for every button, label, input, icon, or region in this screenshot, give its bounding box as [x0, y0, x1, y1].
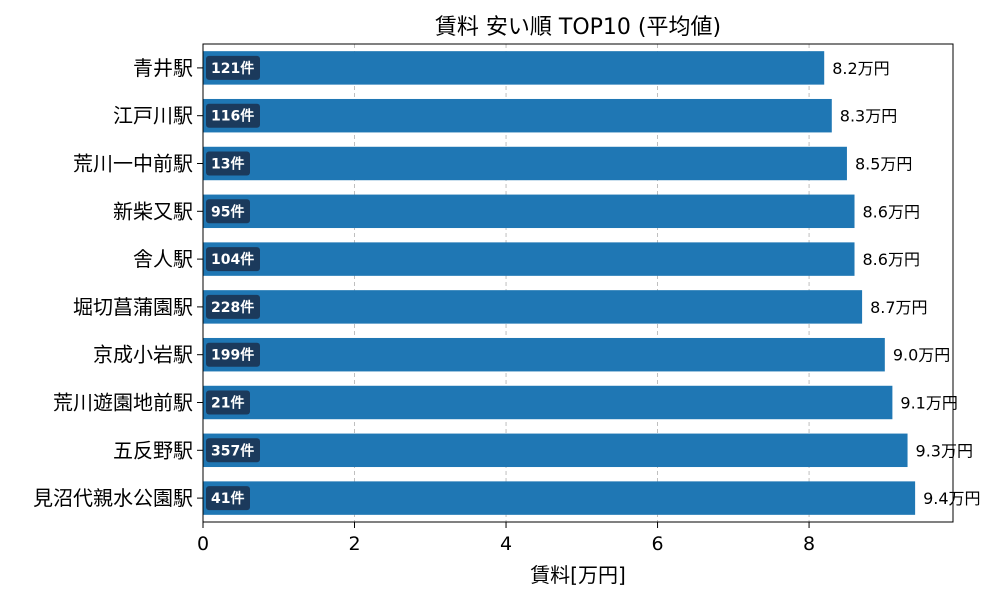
value-label: 9.0万円: [893, 346, 950, 365]
x-tick-label: 2: [348, 533, 360, 555]
category-label: 京成小岩駅: [93, 343, 193, 367]
value-label: 8.3万円: [840, 107, 897, 126]
bar: [203, 146, 847, 181]
x-axis-label: 賃料[万円]: [530, 563, 626, 587]
bar: [203, 385, 893, 420]
chart-title: 賃料 安い順 TOP10 (平均値): [435, 15, 721, 40]
x-tick-label: 0: [197, 533, 209, 555]
category-label: 舎人駅: [133, 247, 193, 271]
value-label: 9.1万円: [900, 394, 957, 413]
count-label: 228件: [211, 299, 254, 316]
value-label: 8.5万円: [855, 155, 912, 174]
count-badge: [206, 342, 260, 367]
value-label: 9.3万円: [916, 441, 973, 460]
category-label: 青井駅: [133, 56, 193, 80]
bar: [203, 481, 916, 515]
x-ticks: 0 2 4 6 8: [197, 67, 815, 555]
value-label: 8.6万円: [863, 202, 920, 221]
bar: [203, 290, 863, 324]
count-label: 41件: [211, 490, 244, 507]
count-badge: [206, 486, 250, 511]
count-label: 121件: [211, 60, 254, 77]
category-label: 堀切菖蒲園駅: [73, 295, 193, 319]
category-label: 荒川遊園地前駅: [53, 391, 193, 415]
count-badge: [206, 55, 260, 80]
count-badge: [206, 151, 250, 176]
count-label: 357件: [211, 442, 254, 459]
count-badge: [206, 294, 260, 319]
count-badge: [206, 247, 260, 272]
count-badge: [206, 438, 260, 463]
category-label: 五反野駅: [113, 438, 193, 462]
value-label: 8.2万円: [832, 59, 889, 78]
count-badge: [206, 199, 250, 224]
count-label: 21件: [211, 395, 244, 412]
category-label: 見沼代親水公園駅: [33, 486, 193, 510]
count-label: 13件: [211, 156, 244, 173]
x-tick-label: 6: [651, 533, 663, 555]
count-label: 95件: [211, 203, 244, 220]
bar: [203, 433, 908, 468]
count-badge: [206, 103, 260, 128]
category-label: 新柴又駅: [113, 199, 193, 223]
category-label: 荒川一中前駅: [73, 152, 193, 176]
count-label: 104件: [211, 251, 254, 268]
x-tick-label: 8: [803, 533, 815, 555]
bar: [203, 337, 885, 372]
value-label: 8.7万円: [870, 298, 927, 317]
category-label: 江戸川駅: [113, 104, 193, 128]
value-label: 8.6万円: [863, 250, 920, 269]
plot-frame: [202, 43, 954, 523]
x-tick-label: 4: [500, 533, 512, 555]
bar: [203, 51, 825, 85]
bar: [203, 194, 855, 229]
bar: [203, 98, 832, 133]
bar: [203, 242, 855, 276]
count-badge: [206, 390, 250, 415]
count-label: 116件: [211, 108, 254, 125]
count-label: 199件: [211, 347, 254, 364]
value-label: 9.4万円: [923, 489, 980, 508]
